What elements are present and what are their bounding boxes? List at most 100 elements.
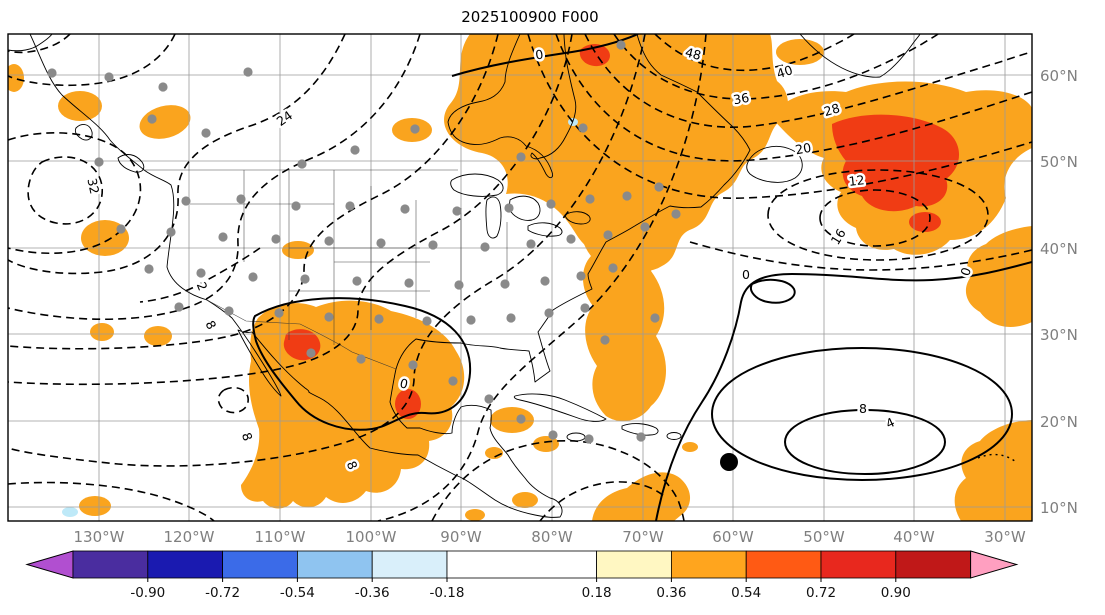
lon-tick-label: 60°W [712,528,754,546]
latitude-axis-labels: 60°N 50°N 40°N 30°N 20°N 10°N [1040,67,1078,517]
station-dot [410,124,420,134]
contour-dashed-20 [8,34,421,321]
lat-tick-label: 20°N [1040,413,1078,431]
contour-dashed-16 [8,34,499,350]
shade-yucatan [490,407,534,433]
colorbar-segment [222,550,298,579]
station-dot [526,239,536,249]
colorbar-tick-label: -0.36 [355,585,390,601]
station-dot [306,348,316,358]
station-dot [147,114,157,124]
station-dot [174,302,184,312]
lat-tick-label: 60°N [1040,67,1078,85]
station-dot [350,145,360,155]
station-dot [166,227,176,237]
station-dot [104,72,114,82]
contour-dashed-48 [654,34,855,72]
shade-caribbean-1 [533,436,559,452]
island-vancouver [117,154,145,173]
lat-tick-label: 10°N [1040,499,1078,517]
station-dot [374,314,384,324]
colorbar-segment [446,550,598,579]
station-dot [546,199,556,209]
contour-label: 40 [775,62,795,81]
contour-dashed-bottom-left [8,481,215,521]
colorbar-segment [820,550,897,579]
station-dot [404,278,414,288]
station-dot [671,209,681,219]
station-dot [408,360,418,370]
station-dot [196,268,206,278]
island-haida-gwaii [74,124,93,141]
island-jamaica [566,432,586,442]
lon-tick-label: 70°W [622,528,664,546]
contour-dashed-caribbean [431,439,685,521]
station-dot [297,159,307,169]
station-dot [616,40,626,50]
contour-solid-4-oval [710,346,1014,482]
contour-dashed-8 [8,34,646,467]
contour-dashed-28b [555,34,1032,162]
colorbar-arrow-right [970,550,1019,579]
station-dot [504,203,514,213]
contour-solid-0-small-loop [750,278,796,304]
shade-neg-spot-bottom-left [62,507,78,517]
lon-tick-label: 120°W [164,528,215,546]
contour-dashed-28 [8,132,142,254]
colorbar-segment [895,550,971,579]
station-dot [454,280,464,290]
shade-labrador-sea [692,50,732,74]
station-dot [548,430,558,440]
contour-dashed [8,34,176,87]
coastline-hudson-bay [447,34,577,179]
contour-label: 8 [202,318,219,332]
station-dot [650,313,660,323]
station-dot [636,432,646,442]
island-hispaniola [621,423,659,436]
lon-tick-label: 100°W [346,528,397,546]
contour-dashed-12-oval [767,169,989,261]
colorbar-tick-label: 0.90 [881,585,911,601]
colorbar-segment [745,550,822,579]
station-dot [466,315,476,325]
station-dot [480,242,490,252]
colorbar-tick-label: -0.18 [430,585,465,601]
station-dot [448,376,458,386]
contour-label: 8 [239,431,256,443]
shade-northeast-canada [444,34,788,271]
contour-dashed-caribbean-2 [539,481,665,521]
station-dot [640,222,650,232]
coastline-newfoundland [746,146,803,183]
state-borders [144,169,508,370]
station-dot [158,82,168,92]
station-dot [116,224,126,234]
station-dot [540,276,550,286]
colorbar-tick-label: 0.72 [806,585,836,601]
station-dot [578,123,588,133]
station-dot [516,414,526,424]
colorbar-segment [296,550,373,579]
contour-label: 36 [732,90,750,108]
lat-tick-label: 50°N [1040,153,1078,171]
contour-dashed-32-closed [27,156,103,225]
contour-dashed-baja-loop [217,386,249,414]
contour-dashed-36 [584,34,1032,128]
shade-small-west-1 [144,326,172,346]
island-cuba [513,393,607,422]
colorbar-tick-label: 0.36 [656,585,686,601]
station-dot [94,157,104,167]
coastlines [8,34,921,518]
lon-tick-label: 50°W [803,528,845,546]
contour-solid-0-atlantic [655,261,1032,521]
map-frame [7,33,1033,522]
contour-label: 28 [822,100,841,119]
contour-label: 32 [84,177,102,196]
contour-dashed-under-high [689,241,1032,271]
station-dot [516,152,526,162]
colorbar-tick-label: 0.54 [731,585,761,601]
station-dot [584,434,594,444]
colorbar-tick-label: 0.18 [582,585,612,601]
station-dot [224,306,234,316]
colorbar-segment [371,550,448,579]
